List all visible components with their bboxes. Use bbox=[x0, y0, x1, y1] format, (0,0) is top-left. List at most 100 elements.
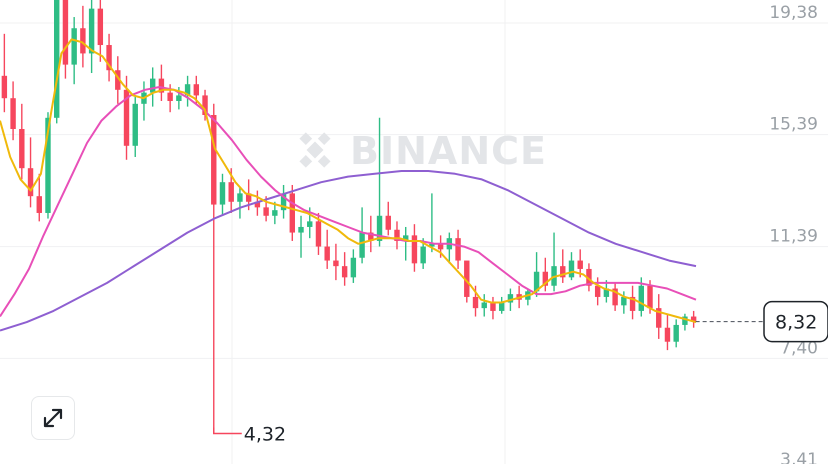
binance-watermark: BINANCE bbox=[299, 129, 547, 173]
candle bbox=[394, 221, 400, 250]
candle-body bbox=[219, 182, 226, 205]
candle-body bbox=[664, 327, 671, 342]
candle-body bbox=[682, 316, 688, 325]
candle bbox=[341, 252, 348, 286]
low-marker: 4,32 bbox=[213, 424, 286, 446]
candle-body bbox=[420, 246, 426, 264]
candle bbox=[612, 282, 618, 311]
candle bbox=[27, 137, 34, 208]
candle bbox=[411, 224, 418, 272]
candle-body bbox=[184, 84, 191, 96]
candle bbox=[158, 64, 165, 102]
candle-body bbox=[280, 193, 287, 211]
candle-body bbox=[612, 288, 618, 306]
candle bbox=[403, 226, 409, 261]
candle-body bbox=[272, 210, 278, 216]
candle-body bbox=[411, 235, 418, 264]
candle bbox=[10, 81, 16, 141]
candle bbox=[586, 263, 592, 292]
candle bbox=[385, 201, 391, 236]
candle-body bbox=[586, 268, 592, 286]
candle-body bbox=[80, 28, 86, 54]
candle-body bbox=[307, 221, 313, 227]
candle-body bbox=[560, 266, 566, 278]
candle bbox=[149, 67, 156, 107]
candle-body bbox=[498, 302, 505, 311]
candle bbox=[498, 296, 505, 314]
candle bbox=[106, 33, 112, 82]
candle-body bbox=[158, 78, 165, 93]
candle bbox=[629, 285, 636, 320]
candle-body bbox=[71, 28, 77, 65]
y-axis: 19,38 15,39 11,39 7,40 3,41 bbox=[769, 3, 818, 464]
candle-body bbox=[97, 8, 104, 46]
candle bbox=[237, 187, 243, 219]
candle bbox=[551, 232, 557, 292]
candle-body bbox=[638, 285, 644, 311]
candle-body bbox=[19, 128, 25, 169]
candle-body bbox=[376, 215, 383, 241]
candle bbox=[36, 173, 42, 222]
candle-body bbox=[237, 193, 243, 202]
candle-body bbox=[507, 294, 514, 303]
candle-body bbox=[211, 115, 217, 205]
candle-body bbox=[394, 229, 400, 241]
candle-body bbox=[533, 271, 540, 292]
expand-chart-button[interactable] bbox=[31, 396, 75, 440]
y-tick-label: 19,38 bbox=[769, 3, 818, 23]
candle-body bbox=[245, 193, 252, 202]
candle-body bbox=[403, 235, 409, 241]
candle-body bbox=[656, 308, 662, 328]
current-price-box bbox=[763, 300, 828, 343]
candle-body bbox=[193, 84, 200, 96]
candle bbox=[280, 184, 287, 219]
candle-body bbox=[647, 285, 653, 309]
candle bbox=[673, 319, 679, 348]
candle-body bbox=[368, 232, 374, 241]
candle bbox=[464, 260, 470, 303]
candle-body bbox=[594, 285, 601, 297]
candle-body bbox=[429, 243, 435, 247]
candle bbox=[656, 294, 662, 339]
y-tick-label: 3,41 bbox=[780, 450, 818, 464]
watermark-text: BINANCE bbox=[350, 129, 547, 173]
candle-body bbox=[324, 246, 330, 261]
candle-body bbox=[472, 296, 479, 309]
candle-body bbox=[673, 324, 679, 342]
candle bbox=[71, 17, 77, 85]
candle-body bbox=[690, 316, 697, 322]
candle-body bbox=[123, 89, 130, 146]
candle bbox=[324, 229, 330, 269]
y-tick-label: 7,40 bbox=[780, 338, 818, 358]
candle-body bbox=[167, 92, 173, 102]
candle bbox=[376, 117, 383, 247]
candle bbox=[123, 75, 130, 160]
candle-body bbox=[45, 117, 51, 213]
candle-body bbox=[27, 168, 34, 197]
candle-body bbox=[298, 226, 304, 233]
candle-body bbox=[359, 232, 365, 258]
candle-body bbox=[464, 260, 470, 297]
candle-body bbox=[289, 193, 295, 233]
candle bbox=[211, 103, 217, 434]
candle-body bbox=[88, 8, 95, 54]
candle-body bbox=[629, 296, 636, 311]
candle-body bbox=[577, 260, 583, 269]
candle bbox=[690, 310, 697, 328]
candle bbox=[272, 201, 278, 225]
candle bbox=[481, 294, 487, 317]
y-tick-label: 15,39 bbox=[769, 115, 818, 135]
candle bbox=[62, 0, 69, 79]
candle-body bbox=[490, 302, 496, 311]
candle bbox=[542, 257, 549, 292]
candle bbox=[1, 33, 8, 113]
candle bbox=[80, 5, 86, 68]
candle-body bbox=[542, 271, 549, 286]
ma-mid-line bbox=[0, 86, 697, 318]
expand-icon bbox=[43, 408, 63, 428]
candle bbox=[455, 229, 461, 269]
candle bbox=[141, 81, 147, 121]
candle-body bbox=[568, 260, 575, 278]
candle-body bbox=[228, 182, 234, 202]
